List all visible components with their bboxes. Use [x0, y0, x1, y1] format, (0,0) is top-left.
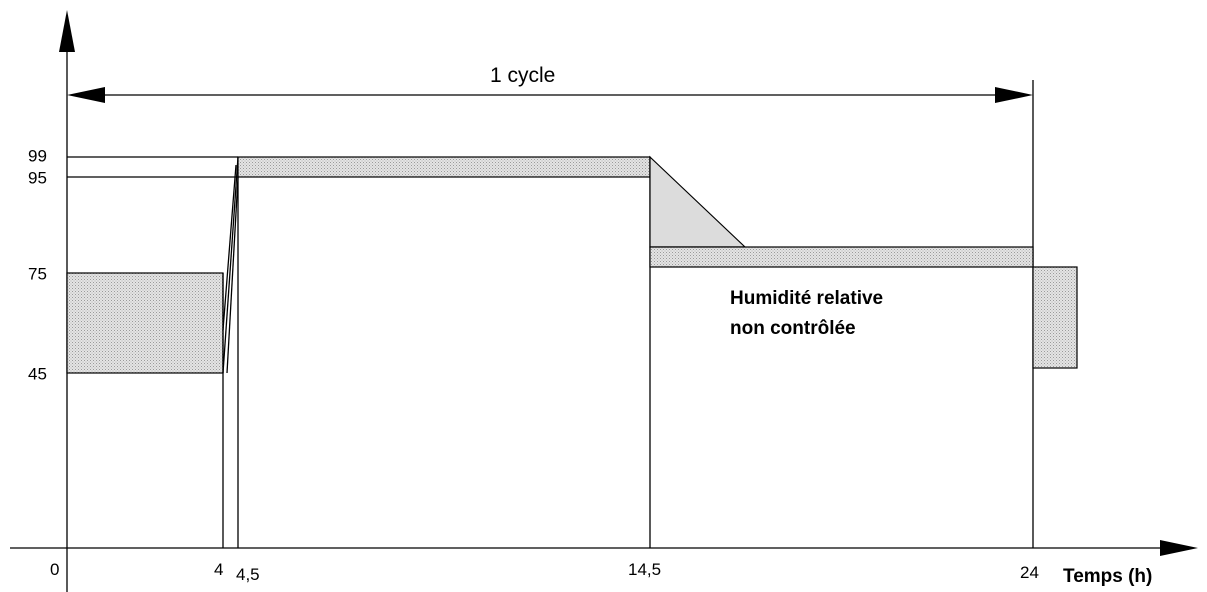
y-label: 75: [28, 264, 47, 283]
cycle-arrow: [67, 80, 1034, 548]
x-label: 4,5: [236, 565, 260, 584]
x-axis-label: Temps (h): [1063, 566, 1152, 587]
annotation: Humidité relative: [730, 288, 883, 309]
y-label: 99: [28, 146, 47, 165]
x-label: 24: [1020, 563, 1039, 582]
x-label: 4: [214, 560, 223, 579]
profile: [66, 155, 1078, 548]
x-label: 14,5: [628, 560, 661, 579]
annotation: non contrôlée: [730, 318, 856, 339]
x-label: 0: [50, 560, 59, 579]
cycle-label: 1 cycle: [490, 64, 555, 87]
y-label: 45: [28, 364, 47, 383]
y-label: 95: [28, 168, 47, 187]
